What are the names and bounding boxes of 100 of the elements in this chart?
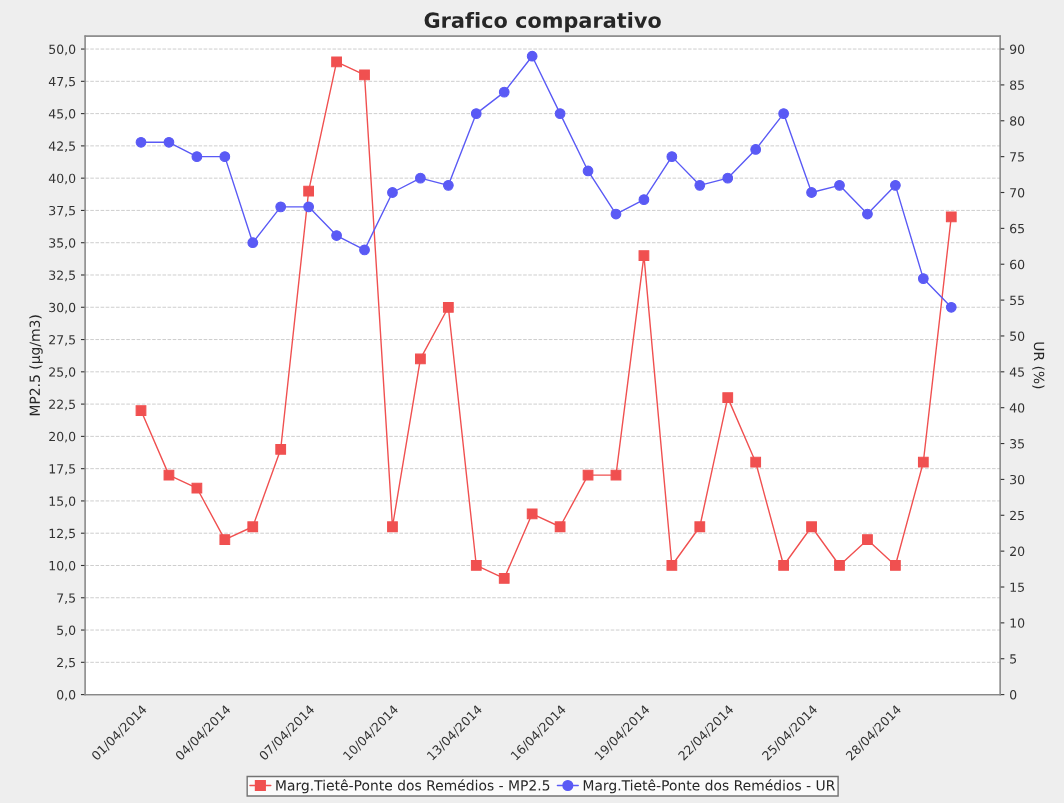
point [862, 534, 873, 546]
y-tick-label: 7,5 [57, 593, 75, 604]
point [163, 136, 175, 148]
point [442, 301, 454, 313]
y2-tick-label: 90 [1009, 44, 1025, 54]
y-tick-label: 42,5 [48, 141, 75, 153]
point [498, 573, 510, 584]
point [415, 172, 426, 184]
point [778, 108, 789, 119]
point [415, 353, 426, 365]
y2-tick-label: 60 [1010, 259, 1025, 270]
point [945, 211, 957, 223]
legend-label: Marg.Tietê-Ponte dos Remédios - UR [583, 779, 835, 794]
y2-tick-label: 45 [1009, 367, 1024, 377]
point [778, 560, 789, 571]
point [387, 187, 398, 198]
y2-tick-label: 35 [1010, 439, 1024, 449]
point [694, 521, 706, 533]
point [470, 560, 482, 571]
y2-tick-label: 5 [1010, 654, 1017, 664]
point [247, 237, 259, 249]
y-tick-label: 0,0 [57, 690, 76, 701]
point [470, 108, 482, 119]
y-tick-label: 25,0 [49, 367, 76, 379]
point [191, 482, 203, 494]
y2-tick-label: 25 [1010, 510, 1024, 521]
point [666, 151, 678, 163]
y-tick-label: 12,5 [49, 528, 75, 540]
y-tick-label: 40,0 [48, 173, 76, 185]
point [582, 165, 594, 177]
point [526, 508, 538, 520]
point [610, 208, 622, 220]
y2-tick-label: 85 [1010, 80, 1024, 90]
point [834, 179, 845, 191]
y2-tick-label: 20 [1010, 546, 1025, 557]
point [890, 179, 901, 191]
y2-tick-label: 10 [1010, 618, 1025, 628]
point [275, 201, 287, 213]
point [219, 151, 231, 163]
y-tick-label: 22,5 [49, 399, 75, 411]
point [275, 443, 287, 455]
point [638, 194, 650, 206]
point [722, 172, 734, 184]
point [554, 108, 566, 119]
point [917, 273, 929, 284]
point [442, 179, 454, 191]
y-tick-label: 20,0 [49, 431, 76, 443]
y-tick-label: 27,5 [49, 335, 75, 346]
point [806, 521, 817, 533]
point [750, 456, 762, 468]
y-tick-label: 17,5 [49, 464, 75, 475]
y-tick-label: 10,0 [49, 560, 76, 572]
point [945, 301, 957, 313]
point [890, 560, 901, 571]
point [862, 208, 873, 220]
point [359, 69, 370, 81]
y2-tick-label: 80 [1010, 116, 1025, 126]
chart-title: Grafico comparativo [424, 11, 661, 33]
y-tick-label: 47,5 [48, 76, 75, 88]
y-tick-label: 50,0 [49, 44, 76, 56]
point [834, 560, 845, 571]
point [135, 405, 147, 416]
point [526, 50, 538, 62]
y-tick-label: 35,0 [49, 238, 76, 249]
y-tick-label: 32,5 [49, 270, 75, 282]
point [191, 151, 203, 163]
y-tick-label: 15,0 [49, 496, 76, 508]
y2-tick-label: 15 [1010, 582, 1024, 592]
y2-tick-label: 65 [1010, 223, 1024, 234]
point [331, 230, 342, 241]
point [638, 250, 650, 261]
point [722, 392, 734, 404]
point [498, 86, 510, 98]
legend-label: Marg.Tietê-Ponte dos Remédios - MP2.5 [276, 779, 550, 794]
y2-tick-label: 75 [1010, 152, 1024, 162]
point [387, 521, 398, 533]
point [806, 187, 817, 198]
y2-tick-label: 70 [1010, 187, 1025, 198]
y2-axis-title: UR (%) [1032, 342, 1045, 389]
point [750, 144, 762, 155]
y2-tick-label: 0 [1010, 690, 1017, 700]
point [303, 185, 315, 197]
y-tick-label: 2,5 [57, 657, 75, 669]
y2-tick-label: 30 [1010, 474, 1025, 485]
point [331, 56, 342, 68]
point [303, 201, 315, 213]
y-tick-label: 30,0 [49, 302, 76, 314]
point [917, 456, 929, 468]
point [135, 136, 147, 148]
point [219, 534, 231, 546]
y-tick-label: 5,0 [57, 625, 76, 637]
y2-tick-label: 55 [1010, 295, 1024, 306]
y2-tick-label: 40 [1009, 403, 1025, 413]
point [694, 179, 706, 191]
y-tick-label: 37,5 [49, 205, 75, 217]
y-axis-title: MP2.5 (µg/m3) [29, 315, 43, 416]
y2-tick-label: 50 [1010, 331, 1025, 341]
point [359, 244, 370, 256]
point [247, 521, 259, 533]
point [554, 521, 566, 533]
